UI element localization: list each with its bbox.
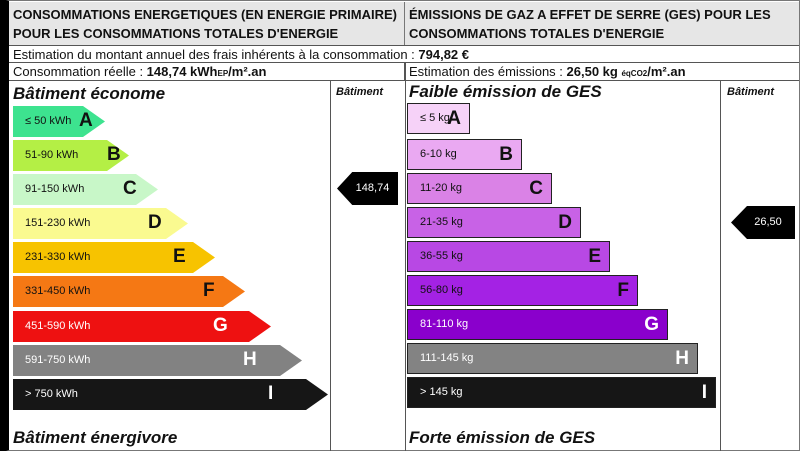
ges-class-letter: A [447, 108, 461, 129]
ges-class-letter: F [617, 280, 629, 301]
energy-class-range: ≤ 50 kWh [25, 115, 72, 127]
emission-row: Estimation des émissions : 26,50 kg éqCO… [405, 63, 799, 81]
ges-top-label: Faible émission de GES [409, 82, 602, 101]
left-border [0, 0, 6, 451]
ges-class-I: > 145 kg I [407, 377, 716, 408]
ges-class-C: 11-20 kg C [407, 173, 552, 204]
energy-class-letter: A [79, 110, 93, 131]
energy-class-letter: B [107, 144, 121, 165]
ges-class-G: 81-110 kg G [407, 309, 668, 340]
ges-class-B: 6-10 kg B [407, 139, 522, 170]
ges-bottom-label: Forte émission de GES [409, 428, 596, 447]
ges-class-letter: G [644, 314, 659, 335]
ges-class-letter: I [701, 382, 707, 403]
ges-class-F: 56-80 kg F [407, 275, 638, 306]
energy-class-letter: D [148, 212, 162, 233]
ges-indicator: 26,50 [731, 206, 795, 239]
ges-class-range: 6-10 kg [420, 148, 457, 160]
energy-class-D: 151-230 kWh D [13, 208, 188, 239]
ges-header: ÉMISSIONS DE GAZ A EFFET DE SERRE (GES) … [405, 2, 799, 45]
ges-column-label: Bâtiment [727, 86, 775, 98]
energy-class-range: > 750 kWh [25, 388, 78, 400]
energy-class-letter: H [243, 349, 257, 370]
ges-class-range: 56-80 kg [420, 284, 463, 296]
ges-class-D: 21-35 kg D [407, 207, 581, 238]
ges-class-range: > 145 kg [420, 386, 463, 398]
ges-class-range: 81-110 kg [420, 318, 469, 330]
energy-class-range: 451-590 kWh [25, 320, 91, 332]
ges-class-range: ≤ 5 kg [420, 112, 450, 124]
energy-column-label: Bâtiment [336, 86, 384, 98]
consumption-value: 148,74 kWhEP/m².an [146, 64, 267, 79]
consumption-label: Consommation réelle : [13, 64, 147, 79]
energy-class-range: 231-330 kWh [25, 251, 91, 263]
energy-class-range: 151-230 kWh [25, 217, 91, 229]
ges-class-H: 111-145 kg H [407, 343, 698, 374]
energy-class-I: > 750 kWh I [13, 379, 328, 410]
energy-class-A: ≤ 50 kWh A [13, 106, 105, 137]
emission-label: Estimation des émissions : [409, 64, 567, 79]
energy-class-range: 51-90 kWh [25, 149, 79, 161]
energy-header: CONSOMMATIONS ENERGETIQUES (EN ENERGIE P… [9, 2, 405, 45]
consumption-row: Consommation réelle : 148,74 kWhEP/m².an [9, 63, 405, 81]
ges-class-letter: B [499, 144, 513, 165]
energy-column-divider [330, 81, 331, 451]
energy-class-range: 591-750 kWh [25, 354, 91, 366]
energy-class-B: 51-90 kWh B [13, 140, 129, 171]
ges-class-range: 36-55 kg [420, 250, 463, 262]
ges-class-letter: D [558, 212, 572, 233]
ges-column-divider [720, 81, 721, 451]
energy-bottom-label: Bâtiment énergivore [13, 428, 178, 447]
energy-class-letter: G [213, 315, 228, 336]
ges-class-range: 11-20 kg [420, 182, 462, 194]
energy-class-range: 91-150 kWh [25, 183, 85, 195]
panel-divider [405, 63, 406, 451]
ges-class-letter: H [675, 348, 689, 369]
ges-class-range: 111-145 kg [420, 352, 474, 364]
energy-class-H: 591-750 kWh H [13, 345, 302, 376]
ges-class-E: 36-55 kg E [407, 241, 610, 272]
energy-class-range: 331-450 kWh [25, 285, 91, 297]
energy-class-letter: C [123, 178, 137, 199]
cost-row: Estimation du montant annuel des frais i… [9, 45, 799, 63]
energy-class-C: 91-150 kWh C [13, 174, 158, 205]
cost-value: 794,82 € [418, 47, 469, 62]
emission-value: 26,50 kg éqCO2/m².an [566, 64, 686, 79]
energy-class-letter: I [268, 383, 274, 404]
ges-class-letter: C [529, 178, 543, 199]
energy-top-label: Bâtiment économe [13, 84, 166, 103]
energy-class-F: 331-450 kWh F [13, 276, 245, 307]
energy-class-letter: F [203, 280, 215, 301]
energy-class-G: 451-590 kWh G [13, 311, 271, 342]
energy-class-letter: E [173, 246, 186, 267]
ges-class-range: 21-35 kg [420, 216, 463, 228]
ges-class-letter: E [588, 246, 601, 267]
energy-class-E: 231-330 kWh E [13, 242, 215, 273]
cost-label: Estimation du montant annuel des frais i… [13, 47, 419, 62]
ges-class-A: ≤ 5 kg A [407, 103, 470, 134]
